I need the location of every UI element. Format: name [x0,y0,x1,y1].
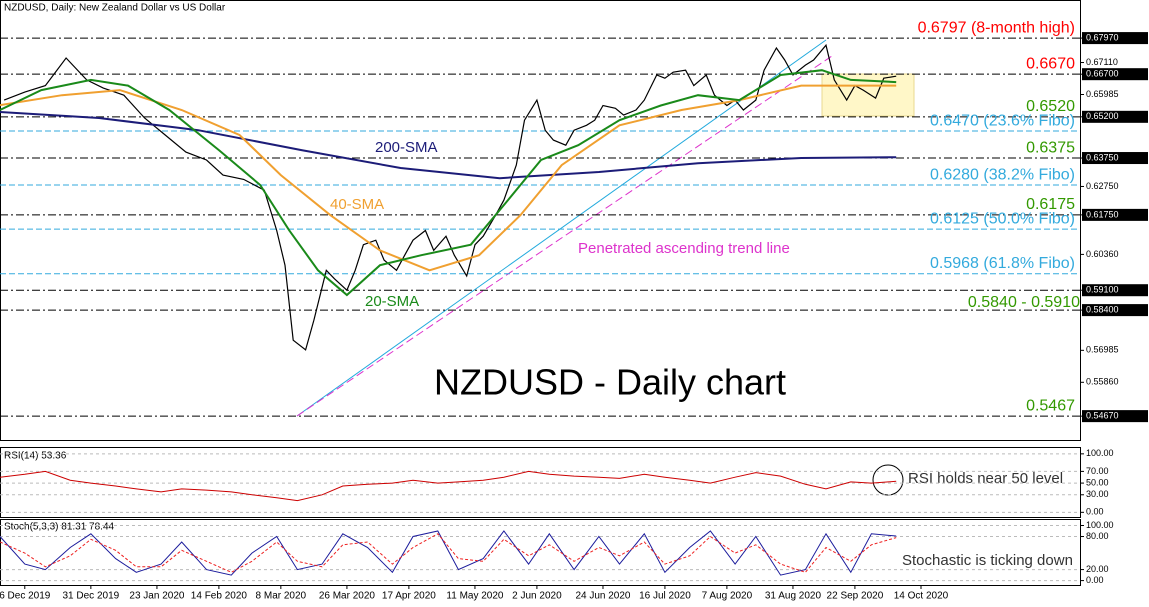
level-label: 0.6280 (38.2% Fibo) [930,166,1075,183]
chart-title: NZDUSD, Daily: New Zealand Dollar vs US … [4,3,226,14]
level-label: 0.5968 (61.8% Fibo) [930,255,1075,272]
y-tick-label: 30.00 [1086,489,1109,499]
rsi-title: RSI(14) 53.36 [4,451,67,462]
x-tick-label: 17 Apr 2020 [382,591,436,602]
price-line [3,43,897,351]
y-tick-label: 100.00 [1086,520,1114,530]
x-tick-label: 31 Dec 2019 [63,591,120,602]
series-line [0,84,897,272]
x-tick-label: 6 Dec 2019 [0,591,51,602]
level-label: 0.5467 [1026,397,1075,414]
trend-label: Penetrated ascending trend line [578,240,790,257]
main-frame [0,0,1081,441]
y-tick-label: 100.00 [1086,448,1114,458]
x-tick-label: 23 Jan 2020 [129,591,184,602]
series-label: 200-SMA [375,139,438,156]
y-tick-label: 0.00 [1086,575,1104,585]
y-tick-label: 50.00 [1086,477,1109,487]
x-tick-label: 24 Jun 2020 [575,591,630,602]
y-tick-label: 0.58400 [1086,304,1119,314]
level-label: 0.6670 [1026,55,1075,72]
rsi-circle [872,464,904,496]
price-box [1082,304,1148,317]
level-label: 0.6125 (50.0% Fibo) [930,210,1075,227]
level-label: 0.6470 (23.6% Fibo) [930,112,1075,129]
level-label: 0.6520 [1026,98,1075,115]
x-tick-label: 2 Jun 2020 [512,591,562,602]
y-tick-label: 0.00 [1086,507,1104,517]
level-label: 0.6175 [1026,196,1075,213]
chart-subtitle: NZDUSD - Daily chart [434,362,786,403]
y-tick-label: 0.65985 [1086,89,1119,99]
price-box [1082,68,1148,81]
stoch-title: Stoch(5,3,3) 81.31 78.44 [4,522,115,533]
x-tick-label: 22 Sep 2020 [827,591,884,602]
y-tick-label: 0.60360 [1086,249,1119,259]
level-label: 0.6797 (8-month high) [918,19,1075,36]
y-tick-label: 0.61750 [1086,209,1119,219]
y-tick-label: 0.59100 [1086,285,1119,295]
series-line [0,530,897,576]
y-tick-label: 0.63750 [1086,152,1119,162]
y-tick-label: 0.67110 [1086,57,1118,67]
rsi-annotation: RSI holds near 50 level [908,470,1063,487]
price-box [1082,32,1148,45]
range-label: 0.5840 - 0.5910 [968,294,1080,311]
y-tick-label: 0.54670 [1086,410,1119,420]
series-line [0,111,897,180]
series-line [0,69,897,297]
x-tick-label: 31 Aug 2020 [765,591,822,602]
y-tick-label: 0.56985 [1086,345,1119,355]
y-tick-label: 0.55860 [1086,377,1119,387]
stoch-frame [0,519,1081,586]
y-tick-label: 0.62750 [1086,181,1119,191]
stoch-annotation: Stochastic is ticking down [902,552,1073,569]
y-tick-label: 70.00 [1086,466,1109,476]
price-box [1082,208,1148,221]
price-box [1082,284,1148,297]
series-label: 40-SMA [330,196,384,213]
series-label: 20-SMA [365,293,419,310]
x-tick-label: 16 Jul 2020 [639,591,691,602]
x-tick-label: 7 Aug 2020 [702,591,753,602]
x-tick-label: 14 Feb 2020 [191,591,248,602]
x-tick-label: 14 Oct 2020 [894,591,949,602]
x-tick-label: 11 May 2020 [446,591,504,602]
y-tick-label: 0.66700 [1086,69,1119,79]
y-tick-label: 80.00 [1086,531,1109,541]
series-line [0,470,897,502]
y-tick-label: 20.00 [1086,564,1109,574]
price-box [1082,152,1148,165]
level-label: 0.6375 [1026,139,1075,156]
y-tick-label: 0.67970 [1086,32,1119,42]
price-box [1082,110,1148,123]
x-tick-label: 26 Mar 2020 [319,591,376,602]
x-tick-label: 8 Mar 2020 [256,591,307,602]
y-tick-label: 0.65200 [1086,111,1119,121]
rsi-frame [0,447,1081,518]
series-line [0,533,897,573]
price-box [1082,410,1148,423]
